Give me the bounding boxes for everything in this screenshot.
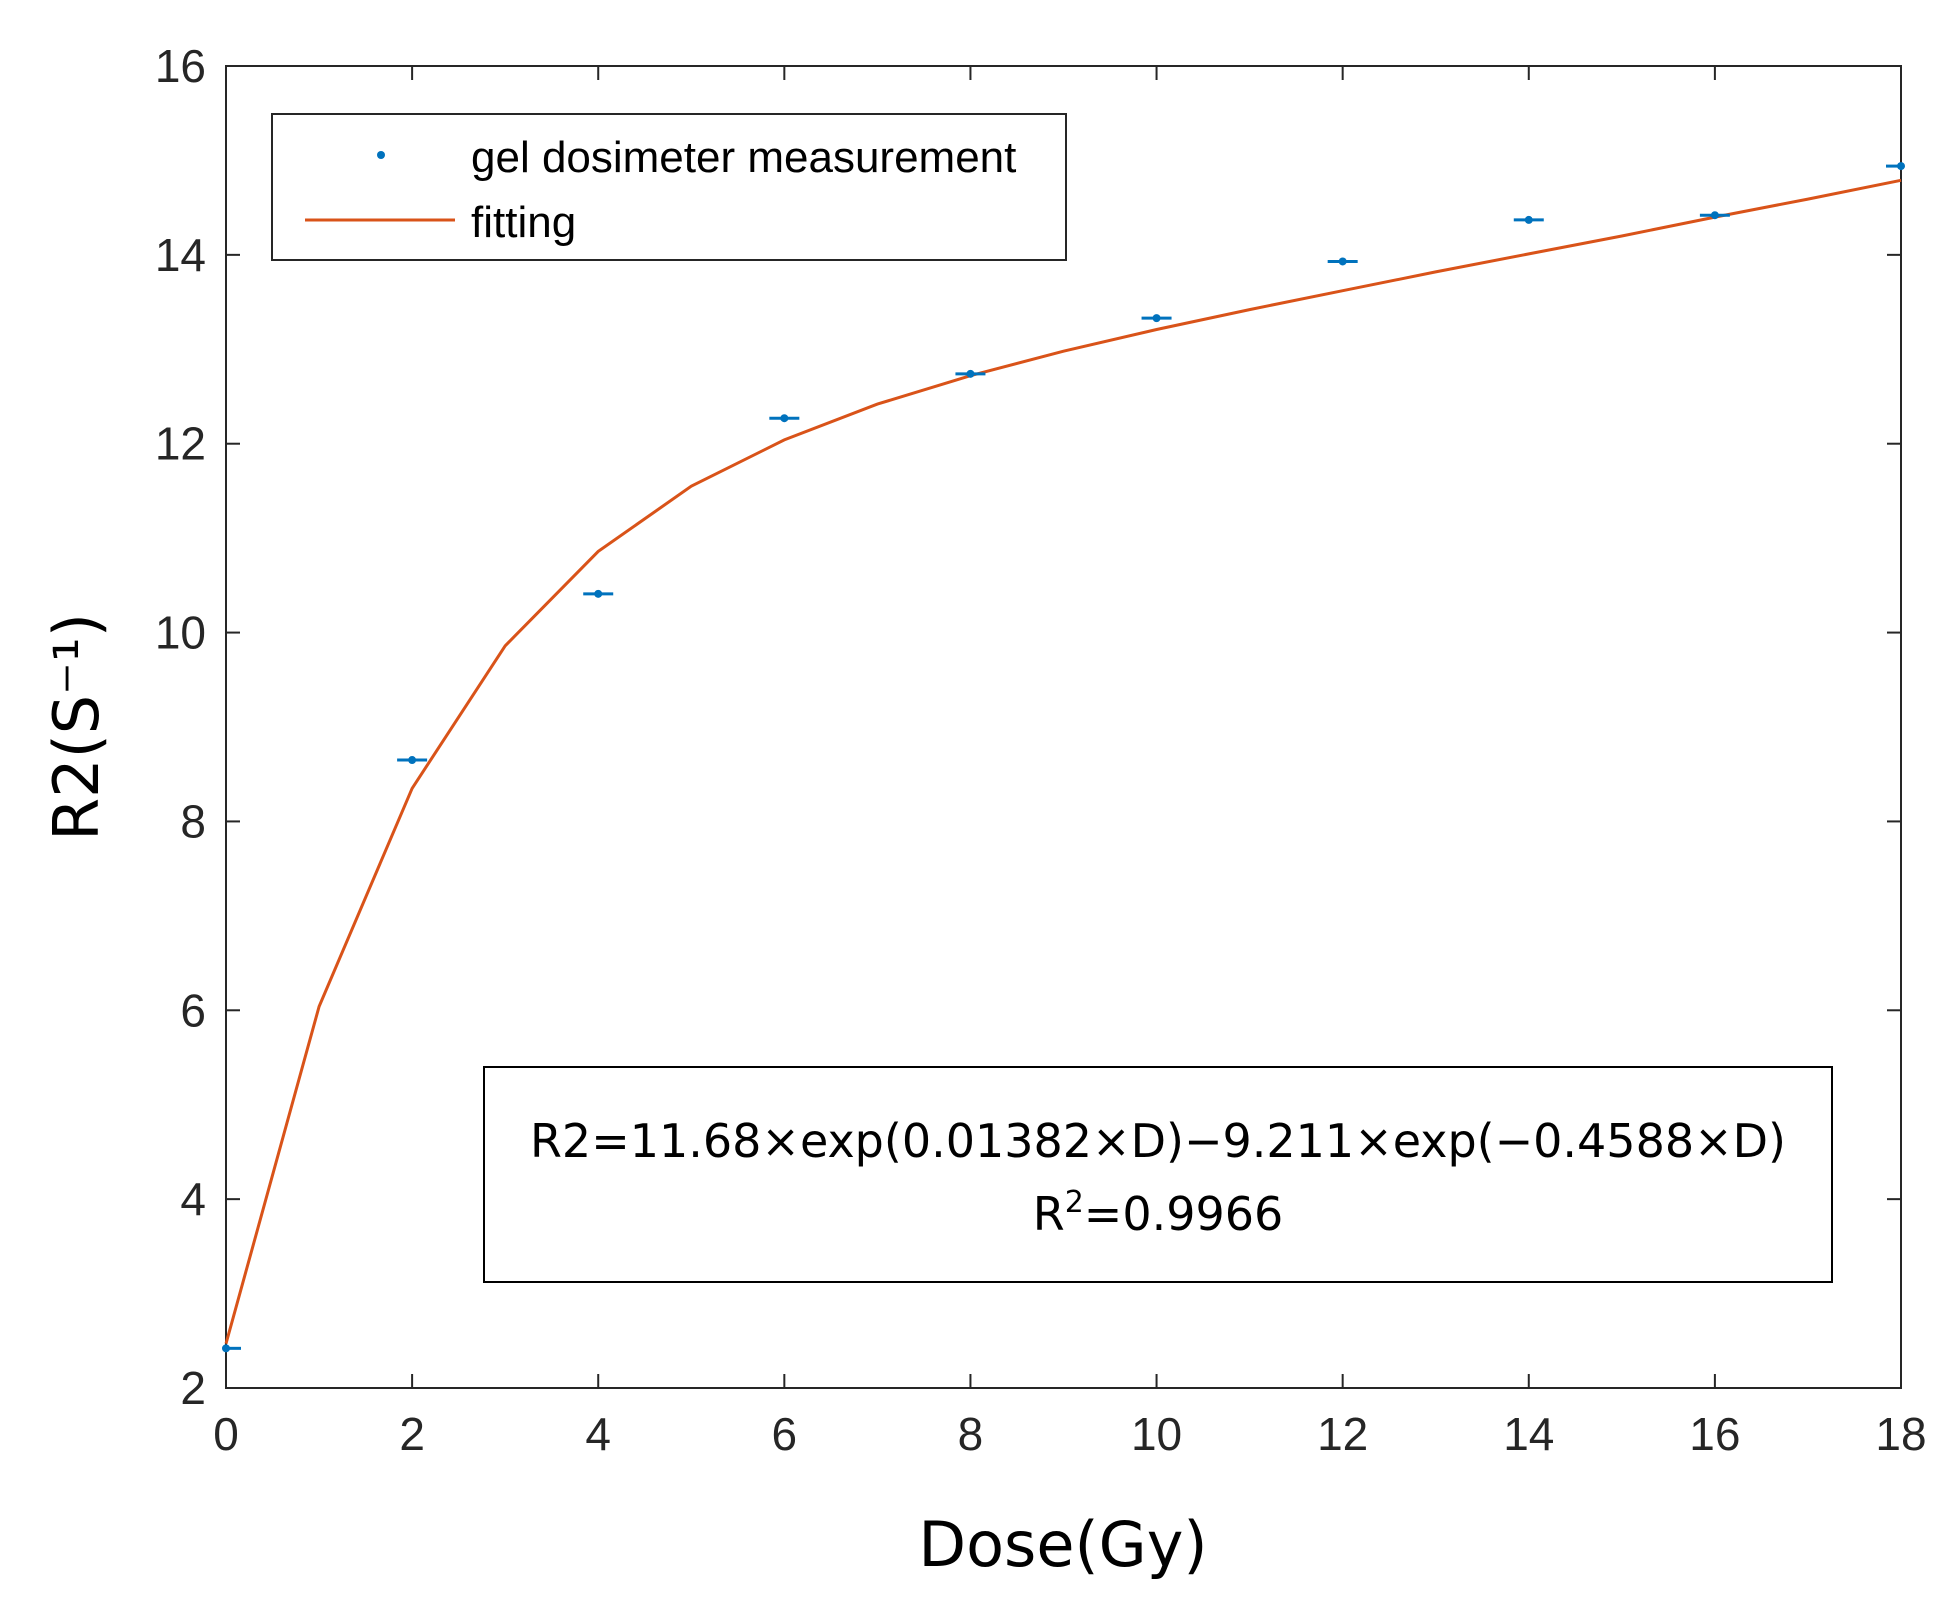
tick-marks [225,65,1902,1389]
y-tick-label: 16 [155,40,206,92]
y-tick-label: 6 [180,984,206,1036]
equation-annotation: R2=11.68×exp(0.01382×D)−9.211×exp(−0.458… [483,1066,1833,1283]
data-point [966,369,975,378]
x-tick-label: 18 [1875,1408,1926,1460]
legend-label-fitting: fitting [471,198,576,247]
equation-text: R2=11.68×exp(0.01382×D)−9.211×exp(−0.458… [530,1114,1786,1168]
data-point [1152,314,1161,323]
x-axis-title: Dose(Gy) [918,1508,1207,1581]
x-tick-label: 12 [1317,1408,1368,1460]
r-squared-sup: 2 [1065,1185,1084,1220]
x-tick-label: 0 [213,1408,239,1460]
r-squared-text: R2=0.9966 [1033,1185,1284,1241]
data-point [222,1344,230,1353]
y-axis-title: R2(S⁻¹) [40,613,113,841]
y-tick-label: 2 [180,1362,206,1414]
r-squared-value: =0.9966 [1084,1187,1284,1241]
x-tick-label: 2 [399,1408,425,1460]
y-tick-label: 10 [155,607,206,659]
y-tick-labels: 2 4 6 8 10 12 14 16 [155,40,206,1414]
fitting-line [224,178,1902,1344]
y-tick-label: 14 [155,229,206,281]
data-point [1338,257,1347,266]
legend-marker-measurement [377,151,385,159]
data-point [1710,211,1719,220]
data-point [594,589,603,598]
y-tick-label: 12 [155,418,206,470]
data-point [1524,215,1533,224]
x-tick-label: 4 [585,1408,611,1460]
data-point [780,414,789,423]
legend-label-measurement: gel dosimeter measurement [471,133,1016,182]
data-point [408,756,417,765]
x-tick-label: 16 [1689,1408,1740,1460]
y-tick-label: 4 [180,1173,206,1225]
x-tick-labels: 0 2 4 6 8 10 12 14 16 18 [213,1408,1926,1460]
x-tick-label: 14 [1503,1408,1554,1460]
x-tick-label: 8 [958,1408,984,1460]
equation-box [483,1066,1833,1283]
data-point [1897,162,1905,171]
y-tick-label: 8 [180,795,206,847]
legend: gel dosimeter measurement fitting [271,113,1067,261]
measurement-points [222,162,1905,1353]
legend-box [271,113,1067,261]
x-tick-label: 6 [772,1408,798,1460]
r-squared-base: R [1033,1187,1065,1241]
x-tick-label: 10 [1131,1408,1182,1460]
